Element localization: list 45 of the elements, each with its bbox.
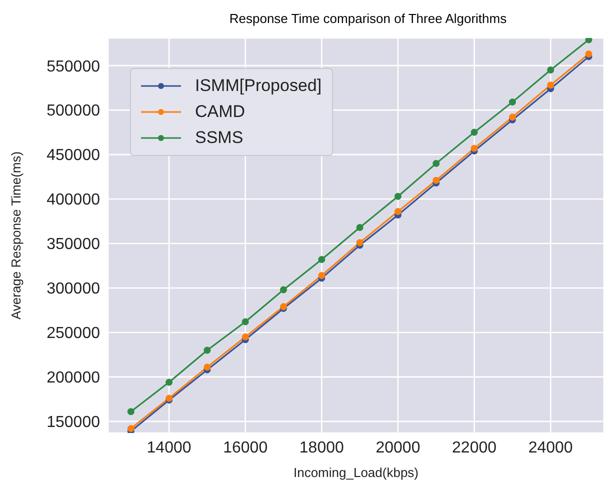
point <box>356 224 364 231</box>
point <box>547 66 554 74</box>
point <box>470 128 478 136</box>
point <box>470 144 478 152</box>
point <box>242 318 249 326</box>
point <box>547 82 554 89</box>
legend-label: CAMD <box>195 101 246 123</box>
y-tick-label: 250000 <box>46 325 100 342</box>
point <box>127 408 134 416</box>
y-tick-label: 350000 <box>46 236 100 254</box>
point <box>508 114 516 121</box>
chart-title: Response Time comparison of Three Algorithms <box>228 10 508 28</box>
point <box>280 286 288 294</box>
point <box>394 208 402 215</box>
y-tick-label: 500000 <box>46 102 100 120</box>
point <box>356 239 364 246</box>
x-tick-label: 24000 <box>528 439 573 456</box>
legend-label: SSMS <box>195 127 244 149</box>
point <box>432 160 440 167</box>
x-tick-label: 14000 <box>146 439 192 456</box>
y-tick-label: 300000 <box>46 280 100 298</box>
point <box>585 50 592 58</box>
point <box>508 98 516 106</box>
point <box>166 378 173 386</box>
point <box>242 333 249 340</box>
x-tick-label: 22000 <box>452 439 497 456</box>
x-tick-label: 20000 <box>376 439 420 456</box>
point <box>204 364 211 371</box>
point <box>585 38 592 44</box>
y-tick-label: 150000 <box>46 414 100 432</box>
x-tick-label: 18000 <box>299 439 344 456</box>
y-axis-title: Average Response Time(ms) <box>8 151 24 320</box>
point <box>318 256 326 264</box>
legend-label: ISMM[Proposed] <box>195 75 322 97</box>
y-tick-label: 550000 <box>46 58 100 76</box>
point <box>318 272 326 280</box>
x-axis-title: Incoming_Load(kbps) <box>293 465 419 480</box>
point <box>127 425 134 432</box>
y-tick-label: 450000 <box>46 147 100 164</box>
point <box>432 176 440 184</box>
point <box>394 192 402 200</box>
y-tick-label: 400000 <box>46 192 100 209</box>
point <box>204 346 211 354</box>
x-tick-label: 16000 <box>223 439 268 456</box>
y-tick-label: 200000 <box>46 370 100 387</box>
